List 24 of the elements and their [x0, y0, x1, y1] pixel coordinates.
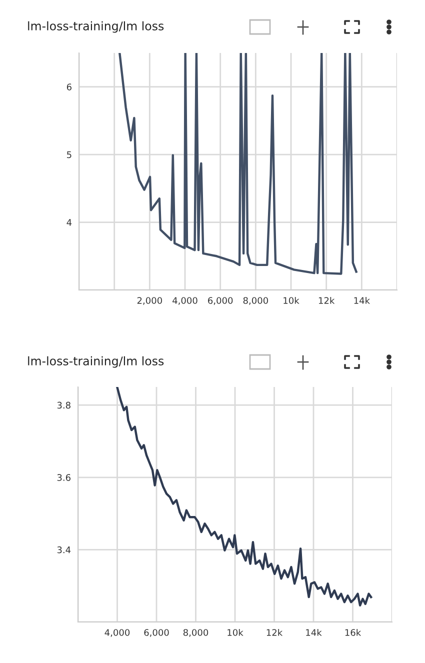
- x-tick-label: 12k: [266, 628, 283, 636]
- x-tick-label: 8,000: [243, 297, 268, 305]
- x-tick-label: 6,000: [208, 297, 233, 305]
- y-tick-label: 4: [66, 219, 72, 226]
- line-series: [118, 53, 358, 275]
- y-tick-label: 6: [66, 84, 72, 90]
- x-tick-label: 8,000: [183, 629, 208, 637]
- x-tick-label: 10k: [284, 296, 300, 304]
- x-tick-label: 6,000: [144, 629, 169, 637]
- x-tick-label: 4,000: [172, 297, 198, 305]
- chart-title: lm-loss-training/lm loss: [28, 356, 164, 368]
- y-tick-label: 5: [67, 151, 72, 158]
- x-tick-label: 2,000: [137, 297, 162, 305]
- line-series: [116, 387, 372, 606]
- y-tick-label: 3.4: [57, 546, 71, 554]
- x-tick-label: 10k: [228, 628, 244, 636]
- x-tick-label: 4,000: [104, 629, 130, 637]
- x-tick-label: 14k: [306, 628, 322, 636]
- chart-title: lm-loss-training/lm loss: [28, 21, 164, 33]
- x-tick-label: 14k: [354, 296, 370, 304]
- y-tick-label: 3.6: [57, 474, 70, 481]
- x-tick-label: 12k: [318, 296, 335, 304]
- x-tick-label: 16k: [345, 628, 362, 636]
- y-tick-label: 3.8: [57, 402, 70, 409]
